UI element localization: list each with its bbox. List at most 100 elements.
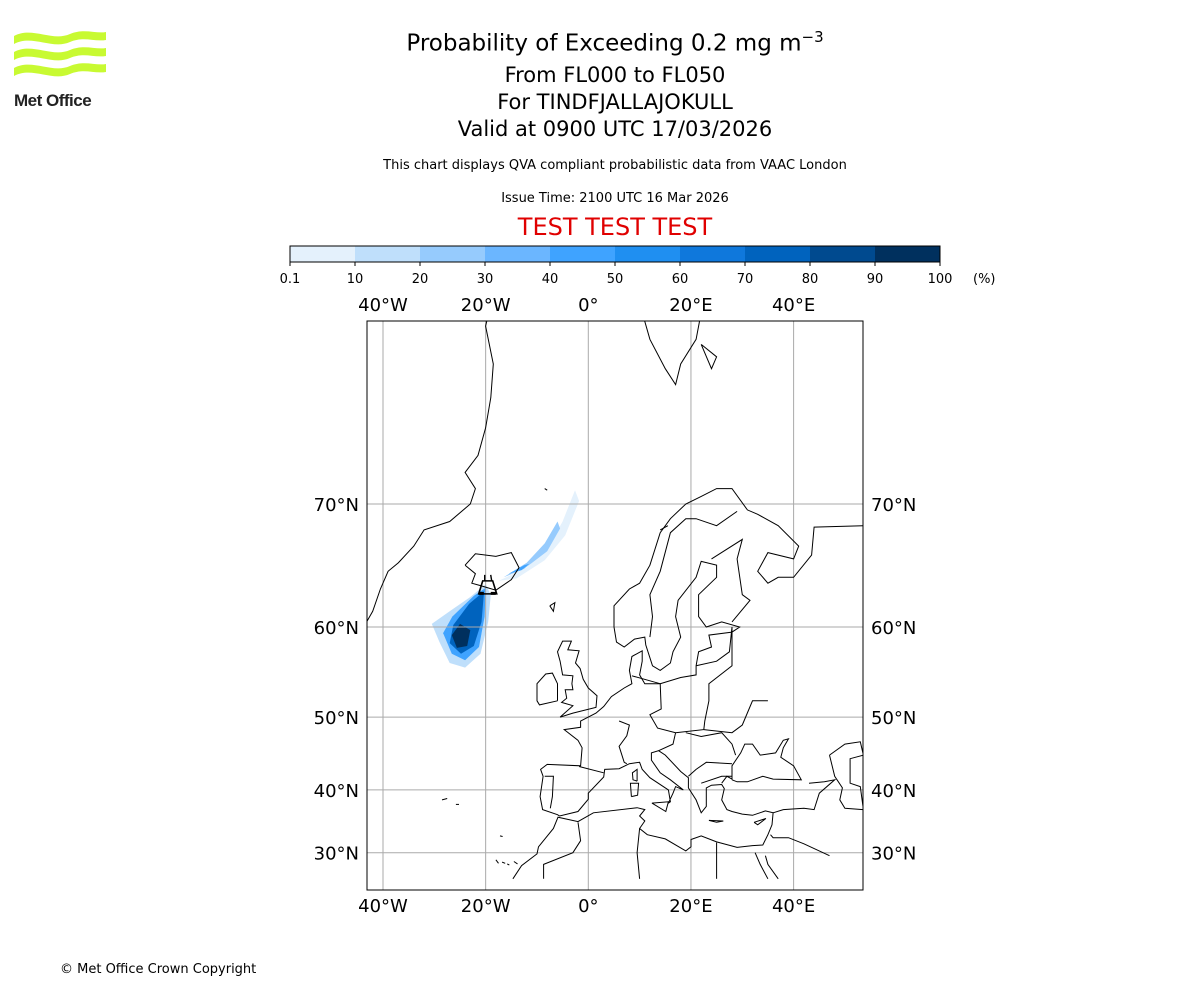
colorbar-tick-label: 40 [542, 272, 559, 287]
coastline [544, 488, 548, 491]
copyright-footer: © Met Office Crown Copyright [60, 962, 257, 977]
colorbar-tick-label: 50 [607, 272, 624, 287]
coastline [464, 552, 520, 591]
colorbar-tick-label: 70 [737, 272, 754, 287]
map-frame [366, 320, 864, 891]
coastline [753, 818, 767, 826]
coastline [829, 741, 863, 811]
coastline [549, 601, 556, 613]
coastline [544, 775, 554, 809]
coastline [618, 720, 630, 765]
colorbar: 0.1 10 20 30 40 50 60 70 80 90 100 (%) [280, 245, 996, 287]
coastline [636, 828, 641, 879]
axis-labels: 40°W 40°W 20°W 20°W 0° 0° 20°E 20°E 40°E 40°E 30°N… [314, 295, 917, 917]
coastline [501, 861, 506, 864]
lat-label: 40°N [314, 781, 359, 802]
coastline [536, 672, 558, 706]
colorbar-tick-label: 0.1 [280, 272, 301, 287]
lon-label: 20°E [669, 896, 712, 917]
coastline [711, 538, 751, 623]
colorbar-tick-label: 60 [672, 272, 689, 287]
coastline [441, 798, 448, 801]
met-office-logo [14, 31, 106, 77]
coastline [708, 819, 724, 823]
lon-label: 40°E [772, 295, 815, 316]
lon-label: 40°W [358, 896, 408, 917]
coastline [644, 321, 701, 386]
coastline [651, 801, 670, 813]
colorbar-bin [875, 246, 940, 262]
coastline [556, 640, 598, 718]
coastline [649, 510, 738, 638]
colorbar-bin [355, 246, 420, 262]
coastline [367, 321, 494, 623]
colorbar-bin [810, 246, 875, 262]
colorbar-bin [615, 246, 680, 262]
chart-note: This chart displays QVA compliant probab… [383, 158, 847, 173]
colorbar-tick-label: 80 [802, 272, 819, 287]
colorbar-bin [550, 246, 615, 262]
volcano-name: For TINDFJALLAJOKULL [497, 90, 733, 114]
lon-label: 0° [578, 295, 598, 316]
probability-region [498, 490, 580, 581]
coastline [685, 732, 737, 756]
lat-label: 70°N [314, 495, 359, 516]
coastline [629, 782, 640, 798]
lat-label: 50°N [871, 708, 916, 729]
probability-region [503, 521, 561, 578]
lon-label: 20°W [461, 295, 511, 316]
lat-label: 70°N [871, 495, 916, 516]
colorbar-bin [680, 246, 745, 262]
colorbar-bin [485, 246, 550, 262]
lat-label: 60°N [314, 618, 359, 639]
coastline [764, 855, 779, 880]
colorbar-tick-label: 20 [412, 272, 429, 287]
coastline [631, 626, 733, 734]
coastline [495, 859, 499, 864]
coastline [659, 525, 669, 531]
test-banner: TEST TEST TEST [517, 213, 713, 241]
coastline [772, 778, 837, 814]
colorbar-bin [290, 246, 355, 262]
chart-title: Probability of Exceeding 0.2 mg m−3 [406, 28, 824, 57]
coastline [688, 761, 733, 777]
probability-region [451, 623, 471, 648]
coastline [770, 834, 830, 857]
colorbar-bin [745, 246, 810, 262]
colorbar-tick-label: 30 [477, 272, 494, 287]
colorbar-tick-label: 100 [928, 272, 953, 287]
coastline [731, 737, 803, 783]
flight-level-range: From FL000 to FL050 [504, 63, 726, 87]
lon-label: 20°E [669, 295, 712, 316]
coastline [701, 775, 732, 784]
coastline [658, 732, 677, 752]
lat-label: 60°N [871, 618, 916, 639]
valid-time: Valid at 0900 UTC 17/03/2026 [457, 117, 773, 141]
lon-label: 0° [578, 896, 598, 917]
coastlines [367, 321, 863, 880]
lon-label: 40°E [772, 896, 815, 917]
colorbar-unit: (%) [973, 272, 996, 287]
lat-label: 30°N [314, 844, 359, 865]
coastline [631, 768, 638, 782]
volcano-marker-icon [477, 574, 498, 595]
lat-label: 30°N [871, 844, 916, 865]
coastline [703, 700, 768, 734]
lat-label: 50°N [314, 708, 359, 729]
issue-time: Issue Time: 2100 UTC 16 Mar 2026 [501, 191, 729, 206]
lon-label: 40°W [358, 295, 408, 316]
coastline [754, 852, 769, 880]
gridlines [367, 321, 863, 890]
probability-region [508, 563, 530, 574]
ash-probability-plume [431, 490, 580, 668]
logo-text: Met Office [14, 91, 92, 110]
coastline [700, 344, 718, 370]
colorbar-bin [420, 246, 485, 262]
coastline [721, 775, 733, 784]
lat-label: 40°N [871, 781, 916, 802]
colorbar-tick-label: 90 [867, 272, 884, 287]
coastline [506, 863, 510, 866]
coastline [578, 766, 604, 774]
coastline [499, 835, 503, 837]
